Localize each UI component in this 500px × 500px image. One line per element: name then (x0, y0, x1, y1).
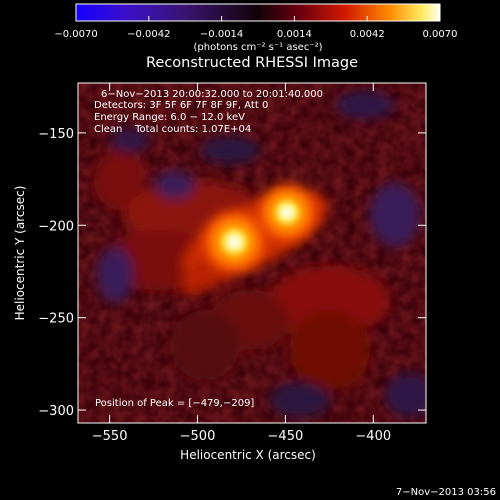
y-tick-label: −200 (38, 219, 74, 234)
x-tick-label: −550 (92, 429, 128, 444)
y-tick-label: −300 (38, 404, 74, 419)
y-axis-label: Heliocentric Y (arcsec) (13, 186, 27, 321)
colorbar-tick-label: 0.0042 (350, 29, 385, 40)
x-axis-label: Heliocentric X (arcsec) (180, 448, 316, 462)
observation-info: 6−Nov−2013 20:00:32.000 to 20:01:40.000 … (94, 89, 323, 135)
x-axis: −550 −500 −450 −400 (92, 83, 391, 444)
info-line-detectors: Detectors: 3F 5F 6F 7F 8F 9F, Att 0 (94, 100, 268, 111)
y-tick-label: −150 (38, 127, 74, 142)
footer-timestamp: 7−Nov−2013 03:56 (396, 487, 496, 498)
plot-area (78, 83, 426, 423)
chart-title: Reconstructed RHESSI Image (146, 55, 358, 71)
colorbar-tick-label: 0.0070 (423, 29, 458, 40)
info-line-energy: Energy Range: 6.0 − 12.0 keV (94, 112, 245, 123)
y-axis: −150 −200 −250 −300 (38, 127, 426, 419)
y-tick-label: −250 (38, 312, 74, 327)
colorbar-tick-label: 0.0014 (277, 29, 312, 40)
colorbar-tick-label: −0.0042 (127, 29, 170, 40)
flare-source-0 (204, 211, 265, 272)
colorbar-tick-label: −0.0070 (54, 29, 97, 40)
colorbar-tick-label: −0.0014 (200, 29, 243, 40)
flare-source-1 (259, 184, 316, 241)
colorbar-ticks: −0.0070 −0.0042 −0.0014 0.0014 0.0042 0.0070 (54, 16, 458, 40)
info-line-time: 6−Nov−2013 20:00:32.000 to 20:01:40.000 (101, 89, 323, 100)
source-peak (281, 206, 293, 218)
diffuse-emission (94, 91, 426, 418)
colorbar: −0.0070 −0.0042 −0.0014 0.0014 0.0042 0.0070 … (54, 3, 458, 53)
source-peak (228, 235, 241, 248)
plot-frame (77, 82, 427, 424)
colorbar-units-label: (photons cm⁻² s⁻¹ asec⁻²) (193, 42, 322, 53)
info-line-clean: Clean Total counts: 1.07E+04 (94, 124, 251, 135)
flare-sources (204, 184, 316, 272)
colorbar-gradient (75, 3, 441, 22)
x-tick-label: −500 (180, 429, 216, 444)
x-tick-label: −450 (268, 429, 304, 444)
x-tick-label: −400 (355, 429, 391, 444)
peak-position-label: Position of Peak = [−479,−209] (95, 398, 254, 409)
